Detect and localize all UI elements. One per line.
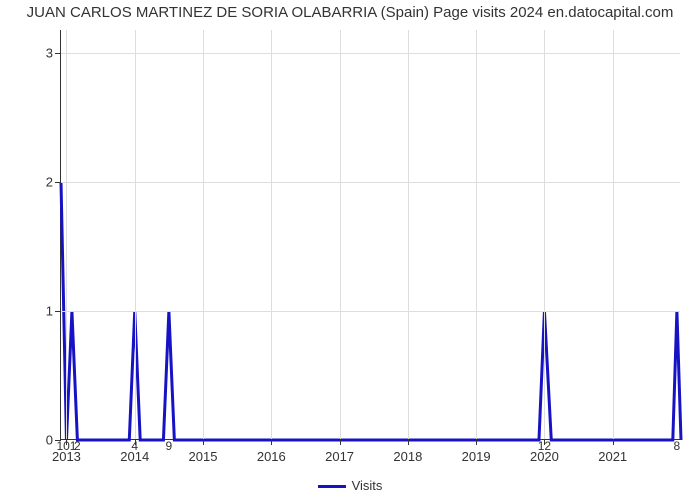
y-tick-mark [55,311,61,312]
gridline-v [613,30,614,439]
gridline-v [135,30,136,439]
gridline-v [408,30,409,439]
point-value-label: 12 [538,440,551,452]
gridline-v [544,30,545,439]
chart-container: JUAN CARLOS MARTINEZ DE SORIA OLABARRIA … [0,0,700,500]
point-value-label: 9 [166,440,173,452]
x-tick-mark [340,439,341,445]
x-tick-mark [476,439,477,445]
gridline-h [61,53,680,54]
y-tick-mark [55,53,61,54]
chart-title: JUAN CARLOS MARTINEZ DE SORIA OLABARRIA … [0,4,700,21]
gridline-v [340,30,341,439]
gridline-v [476,30,477,439]
legend-label: Visits [352,478,383,493]
legend: Visits [0,478,700,493]
point-value-label: 8 [674,440,681,452]
gridline-v [271,30,272,439]
x-tick-mark [613,439,614,445]
x-tick-mark [408,439,409,445]
plot-area: 0123201320142015201620172018201920202021… [60,30,680,440]
x-tick-mark [271,439,272,445]
gridline-v [66,30,67,439]
x-tick-mark [203,439,204,445]
point-value-label: 4 [131,440,138,452]
gridline-h [61,182,680,183]
point-value-label: 2 [74,440,81,452]
legend-swatch [318,485,346,488]
line-series [61,30,681,440]
gridline-h [61,311,680,312]
gridline-v [203,30,204,439]
y-tick-mark [55,182,61,183]
